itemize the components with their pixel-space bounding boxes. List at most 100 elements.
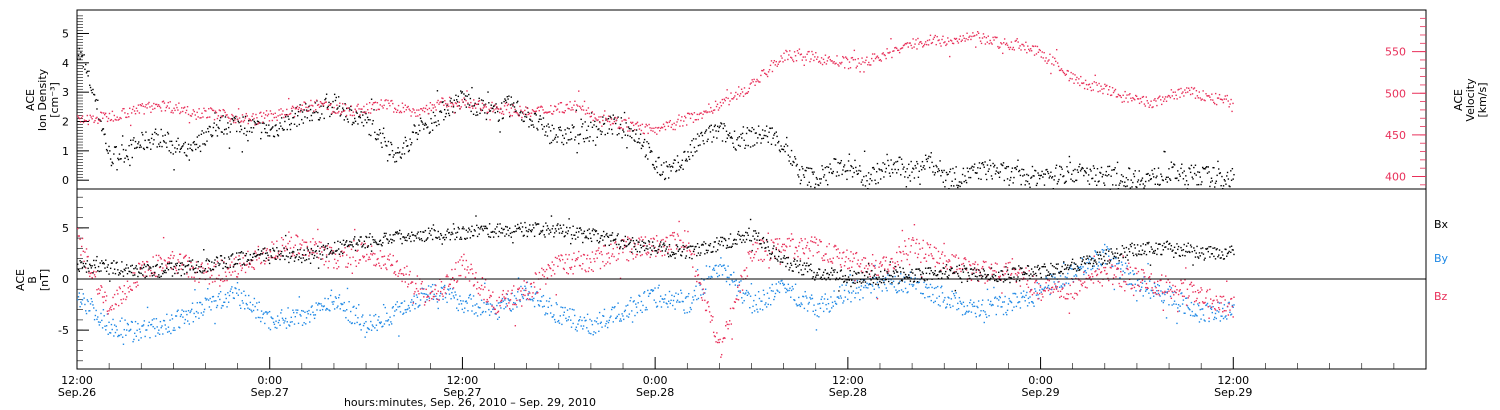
density-point (1123, 185, 1125, 187)
density-point (339, 115, 341, 117)
density-point (453, 99, 455, 101)
velocity-point (100, 111, 102, 114)
velocity-point (587, 107, 590, 109)
velocity-point (856, 65, 858, 67)
by-point (985, 316, 988, 318)
by-point (729, 283, 731, 286)
by-point (319, 309, 321, 312)
density-point (346, 118, 349, 120)
density-point (164, 134, 166, 136)
density-point (1135, 186, 1137, 188)
velocity-point (652, 130, 654, 132)
density-point (636, 141, 639, 144)
bz-point (79, 238, 81, 241)
bz-point (320, 241, 322, 244)
by-point (526, 281, 529, 283)
bz-point (550, 275, 553, 277)
velocity-point (480, 109, 483, 112)
by-point (1168, 304, 1170, 306)
bz-point (613, 255, 615, 258)
by-point (799, 305, 802, 308)
density-point (119, 158, 121, 160)
by-point (608, 319, 610, 322)
velocity-point (1202, 90, 1204, 92)
density-point (524, 115, 526, 118)
by-point (1106, 246, 1108, 248)
bz-point (656, 240, 659, 242)
density-point (1197, 183, 1200, 186)
density-point (854, 159, 856, 162)
by-point (288, 324, 290, 326)
density-point (1077, 171, 1079, 174)
by-point (1124, 262, 1127, 265)
bz-point (161, 269, 163, 272)
velocity-point (662, 123, 665, 125)
density-point (1078, 165, 1080, 168)
by-point (234, 287, 236, 289)
density-point (673, 159, 676, 161)
density-point (596, 136, 598, 138)
bz-point (85, 267, 87, 269)
by-point (1004, 295, 1006, 298)
by-point (1093, 265, 1095, 267)
bz-point (198, 281, 200, 284)
density-point (130, 143, 133, 146)
by-point (895, 289, 897, 291)
by-point (77, 296, 80, 298)
by-point (423, 288, 425, 290)
density-point (1053, 179, 1055, 181)
density-point (456, 101, 459, 103)
by-point (951, 290, 953, 293)
by-point (449, 287, 451, 290)
density-point (357, 123, 359, 125)
by-point (505, 303, 508, 305)
by-point (776, 289, 778, 291)
by-point (843, 300, 845, 302)
velocity-point (956, 40, 959, 42)
density-point (812, 173, 814, 175)
density-point (666, 165, 668, 167)
by-point (1206, 302, 1209, 305)
density-point (1022, 168, 1025, 171)
by-point (658, 284, 660, 287)
velocity-point (1111, 87, 1114, 89)
velocity-point (319, 101, 322, 103)
velocity-point (712, 109, 715, 112)
by-point (900, 289, 903, 291)
by-point (981, 304, 983, 306)
by-point (167, 326, 170, 328)
by-point (462, 300, 464, 302)
by-point (406, 308, 408, 311)
bz-point (208, 283, 211, 285)
velocity-point (347, 107, 350, 109)
by-point (123, 328, 125, 331)
velocity-point (1214, 102, 1216, 105)
velocity-point (896, 49, 899, 52)
density-point (1071, 180, 1074, 182)
density-point (501, 117, 504, 120)
velocity-point (895, 46, 897, 49)
velocity-point (411, 111, 413, 113)
density-point (1079, 170, 1082, 172)
by-point (107, 333, 109, 335)
velocity-point (1103, 87, 1105, 90)
bz-point (134, 272, 136, 274)
velocity-point (458, 101, 460, 103)
by-point (166, 313, 168, 316)
bz-point (499, 304, 501, 307)
bz-point (420, 283, 423, 285)
density-point (783, 145, 786, 148)
density-point (458, 105, 460, 107)
by-point (404, 309, 407, 311)
bz-point (88, 272, 90, 274)
bz-point (559, 260, 561, 262)
velocity-point (301, 104, 303, 106)
velocity-point (1153, 99, 1155, 101)
density-point (161, 145, 163, 148)
by-point (910, 277, 912, 279)
velocity-point (1104, 83, 1106, 86)
by-point (1102, 251, 1104, 253)
velocity-point (508, 111, 511, 114)
density-point (554, 136, 557, 139)
density-point (1195, 174, 1197, 176)
